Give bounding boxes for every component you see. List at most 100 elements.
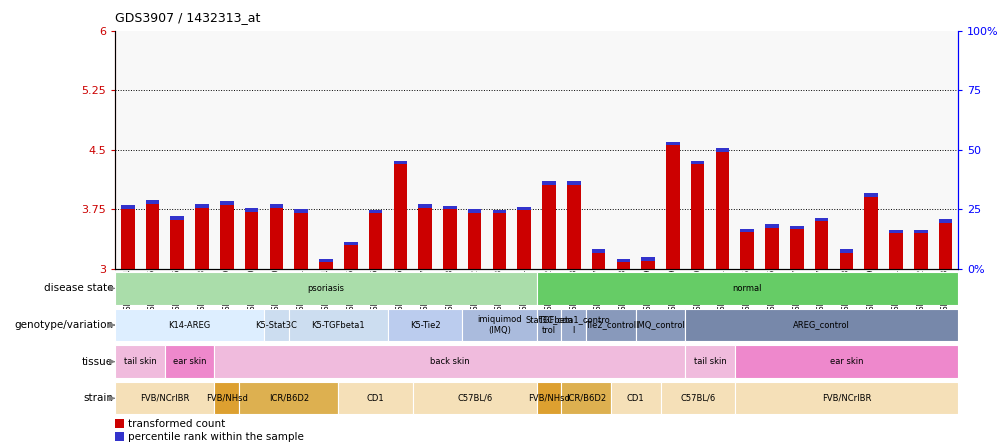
Bar [443,206,456,210]
Bar [640,258,654,261]
Bar [640,259,654,269]
Bar [170,216,184,220]
Bar [239,382,338,414]
Text: tail skin: tail skin [693,357,725,366]
Text: back skin: back skin [430,357,469,366]
Bar [765,224,779,228]
Text: ICR/B6D2: ICR/B6D2 [565,394,605,403]
Bar [289,309,388,341]
Bar [542,183,555,269]
Text: TGFbeta1_contro
l: TGFbeta1_contro l [537,315,609,335]
Bar [616,261,629,269]
Text: FVB/NHsd: FVB/NHsd [205,394,247,403]
Bar [913,231,927,269]
Text: normal: normal [731,284,762,293]
Bar [467,209,481,213]
Text: FVB/NHsd: FVB/NHsd [527,394,569,403]
Bar [864,195,877,269]
Bar [219,203,233,269]
Bar [295,209,308,213]
Bar [739,229,754,232]
Bar [665,142,679,145]
Text: disease state: disease state [43,283,113,293]
Text: strain: strain [83,393,113,403]
Bar [219,201,233,205]
Text: AREG_control: AREG_control [793,321,849,329]
Text: Tie2_control: Tie2_control [585,321,636,329]
Bar [295,211,308,269]
Bar [115,272,536,305]
Bar [517,206,530,210]
Bar [270,204,283,208]
Bar [714,150,728,269]
Bar [344,243,357,269]
Bar [536,309,561,341]
Bar [566,183,580,269]
Bar [542,181,555,185]
Bar [913,230,927,233]
Text: ear skin: ear skin [172,357,206,366]
Bar [319,261,333,269]
Bar [814,218,828,221]
Text: K5-Tie2: K5-Tie2 [410,321,440,329]
Text: C57BL/6: C57BL/6 [679,394,714,403]
Bar [443,208,456,269]
Bar [115,382,214,414]
Text: CD1: CD1 [367,394,384,403]
Text: FVB/NCrIBR: FVB/NCrIBR [821,394,870,403]
Bar [561,382,610,414]
Text: ICR/B6D2: ICR/B6D2 [269,394,309,403]
Bar [765,226,779,269]
Bar [121,207,134,269]
Bar [244,210,259,269]
Bar [790,227,803,269]
Bar [616,259,629,262]
Bar [492,210,506,214]
Bar [591,251,605,269]
Bar [418,206,432,269]
Bar [536,382,561,414]
Text: percentile rank within the sample: percentile rank within the sample [128,432,304,442]
Bar [393,163,407,269]
Text: FVB/NCrIBR: FVB/NCrIBR [140,394,189,403]
Bar [319,259,333,262]
Bar [170,218,184,269]
Bar [714,148,728,152]
Bar [665,143,679,269]
Bar [734,345,957,378]
Bar [814,219,828,269]
Bar [195,206,208,269]
Text: tail skin: tail skin [123,357,156,366]
Text: psoriasis: psoriasis [308,284,344,293]
Bar [591,250,605,253]
Bar [369,212,382,269]
Bar [195,204,208,208]
Text: K5-Stat3C: K5-Stat3C [256,321,297,329]
Text: transformed count: transformed count [128,419,224,429]
Bar [388,309,462,341]
Bar [839,250,853,253]
Text: imiquimod
(IMQ): imiquimod (IMQ) [477,315,521,335]
Bar [412,382,536,414]
Bar [684,345,734,378]
Bar [115,345,164,378]
Bar [888,230,902,233]
Bar [660,382,734,414]
Text: ear skin: ear skin [829,357,863,366]
Bar [338,382,412,414]
Text: GDS3907 / 1432313_at: GDS3907 / 1432313_at [115,12,261,24]
Bar [790,226,803,229]
Bar [566,181,580,185]
Bar [690,163,703,269]
Text: C57BL/6: C57BL/6 [457,394,492,403]
Bar [938,219,951,223]
Bar [214,345,684,378]
Bar [561,309,585,341]
Bar [839,251,853,269]
Bar [344,242,357,245]
Bar [467,211,481,269]
Bar [517,208,530,269]
Bar [369,210,382,214]
Bar [214,382,239,414]
Bar [115,309,264,341]
